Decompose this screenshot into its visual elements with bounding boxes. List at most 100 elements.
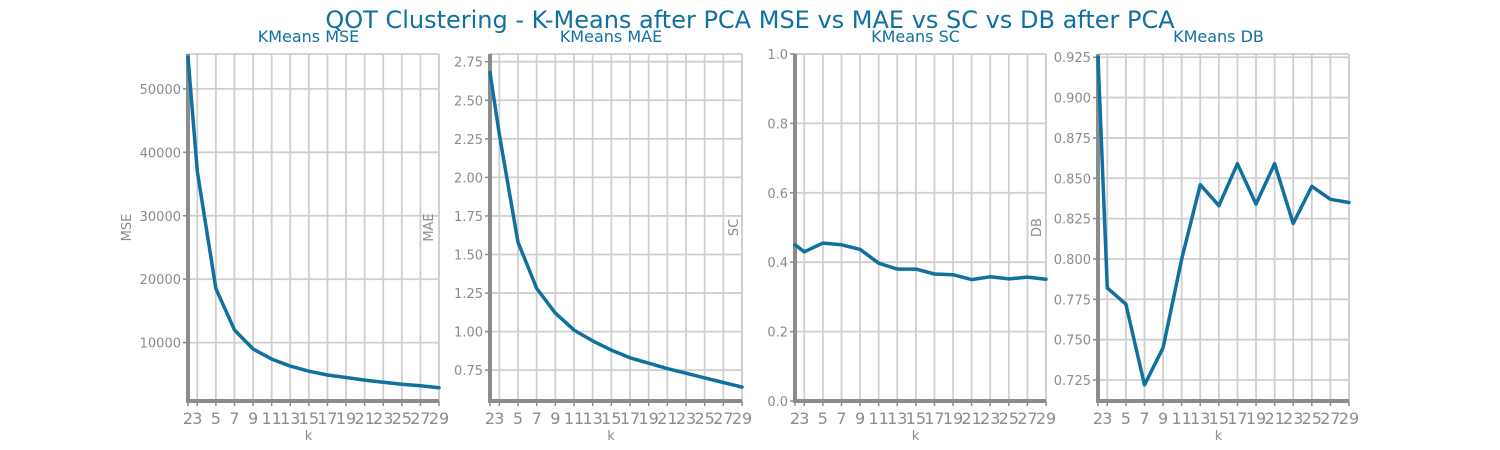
x-tick-label: 21 [961, 409, 981, 428]
x-tick-label: 25 [999, 409, 1019, 428]
x-tick-label: 25 [1302, 409, 1322, 428]
x-tick-label: 21 [354, 409, 374, 428]
x-tick-label: 13 [280, 409, 300, 428]
x-tick-label: 2 [183, 409, 193, 428]
x-axis-label: k [305, 429, 313, 444]
x-tick-label: 23 [373, 409, 393, 428]
x-tick-label: 21 [1264, 409, 1284, 428]
subplot-3: 0.00.20.40.60.81.02 3 5 7 9 11131517192123252… [727, 27, 1056, 444]
x-tick-label: 7 [836, 409, 846, 428]
x-tick-label: 3 [1102, 409, 1112, 428]
x-tick-label: 23 [980, 409, 1000, 428]
x-tick-label: 11 [261, 409, 281, 428]
x-tick-label: 29 [1339, 409, 1359, 428]
x-tick-label: 19 [943, 409, 963, 428]
x-tick-label: 2 [1093, 409, 1103, 428]
x-tick-label: 15 [601, 409, 621, 428]
x-tick-label: 15 [299, 409, 319, 428]
x-tick-label: 9 [248, 409, 258, 428]
y-tick-label: 0.725 [1054, 374, 1091, 389]
x-tick-label: 29 [429, 409, 449, 428]
y-tick-label: 1.50 [454, 248, 483, 263]
y-tick-label: 50000 [140, 83, 181, 98]
x-axis-label: k [912, 429, 920, 444]
x-tick-label: 7 [1139, 409, 1149, 428]
x-tick-label: 23 [676, 409, 696, 428]
x-tick-label: 23 [1283, 409, 1303, 428]
y-tick-label: 0.800 [1054, 253, 1091, 268]
x-tick-label: 7 [229, 409, 239, 428]
x-tick-label: 5 [211, 409, 221, 428]
y-tick-label: 30000 [140, 210, 181, 225]
x-tick-label: 9 [855, 409, 865, 428]
y-tick-label: 1.25 [454, 287, 483, 302]
x-tick-label: 5 [513, 409, 523, 428]
y-tick-label: 0.925 [1054, 51, 1091, 66]
y-tick-label: 2.50 [454, 94, 483, 109]
y-tick-label: 0.900 [1054, 92, 1091, 107]
series-line [1096, 55, 1351, 387]
x-tick-label: 21 [657, 409, 677, 428]
y-axis-label: SC [727, 219, 742, 236]
x-tick-label: 11 [868, 409, 888, 428]
x-tick-label: 2 [485, 409, 495, 428]
x-tick-label: 11 [564, 409, 584, 428]
x-tick-label: 29 [732, 409, 752, 428]
y-tick-label: 1.00 [454, 326, 483, 341]
y-axis-label: MSE [120, 214, 135, 242]
y-tick-label: 0.750 [1054, 334, 1091, 349]
y-tick-label: 2.25 [454, 133, 483, 148]
x-tick-label: 9 [1158, 409, 1168, 428]
x-axis-label: k [607, 429, 615, 444]
y-tick-label: 1.0 [767, 48, 788, 63]
x-axis-label: k [1215, 429, 1223, 444]
y-tick-label: 0.875 [1054, 132, 1091, 147]
x-tick-label: 5 [818, 409, 828, 428]
y-tick-label: 0.825 [1054, 213, 1091, 228]
y-tick-label: 1.75 [454, 210, 483, 225]
x-tick-label: 29 [1036, 409, 1056, 428]
x-tick-label: 27 [1320, 409, 1340, 428]
subplot-title: KMeans SC [871, 27, 960, 46]
x-tick-label: 5 [1121, 409, 1131, 428]
y-tick-label: 2.75 [454, 56, 483, 71]
subplot-title: KMeans MAE [560, 27, 662, 46]
x-tick-label: 17 [620, 409, 640, 428]
x-tick-label: 27 [713, 409, 733, 428]
x-tick-label: 17 [924, 409, 944, 428]
series-line [793, 241, 1048, 282]
x-tick-label: 17 [1227, 409, 1247, 428]
x-tick-label: 13 [582, 409, 602, 428]
series-line [186, 55, 441, 390]
figure-title: QOT Clustering - K-Means after PCA MSE v… [325, 6, 1175, 34]
x-tick-label: 19 [1246, 409, 1266, 428]
y-tick-label: 20000 [140, 273, 181, 288]
y-tick-label: 0.0 [767, 395, 788, 410]
x-tick-label: 3 [494, 409, 504, 428]
y-tick-label: 0.75 [454, 364, 483, 379]
x-tick-label: 2 [790, 409, 800, 428]
x-tick-label: 7 [532, 409, 542, 428]
y-tick-label: 0.4 [767, 256, 788, 271]
x-tick-label: 9 [550, 409, 560, 428]
y-tick-label: 0.8 [767, 117, 788, 132]
y-tick-label: 40000 [140, 146, 181, 161]
x-tick-label: 27 [1017, 409, 1037, 428]
y-axis-label: MAE [422, 213, 437, 241]
x-tick-label: 27 [410, 409, 430, 428]
x-tick-label: 15 [906, 409, 926, 428]
x-tick-label: 17 [317, 409, 337, 428]
x-tick-label: 25 [694, 409, 714, 428]
x-tick-label: 15 [1209, 409, 1229, 428]
y-tick-label: 0.2 [767, 326, 788, 341]
y-tick-label: 0.850 [1054, 172, 1091, 187]
subplot-4: 0.725 0.750 0.775 0.800 0.825 0.850 0.875 0.900… [1030, 27, 1359, 444]
subplot-2: 0.751.001.251.501.752.002.252.502.752 3 5 7… [422, 27, 752, 444]
y-tick-label: 10000 [140, 337, 181, 352]
series-line [488, 70, 744, 389]
y-tick-label: 0.775 [1054, 293, 1091, 308]
x-tick-label: 13 [1190, 409, 1210, 428]
